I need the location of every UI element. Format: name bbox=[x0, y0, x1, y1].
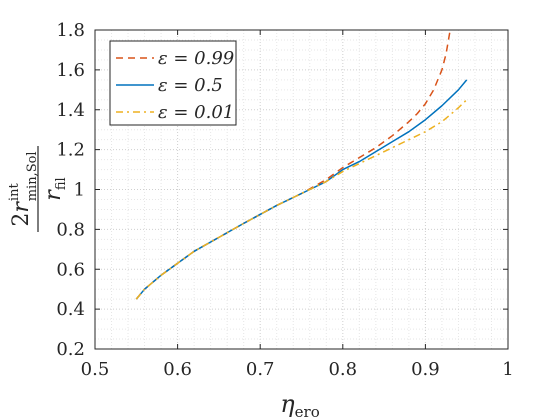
legend-box bbox=[109, 40, 237, 126]
legend-label-1: ε = 0.5 bbox=[158, 75, 223, 96]
x-tick-label: 0.9 bbox=[411, 359, 440, 380]
y-axis-title: 2rint min,Sol rfil bbox=[7, 146, 69, 232]
y-tick-label: 1.6 bbox=[56, 60, 85, 81]
x-axis-title-base: η bbox=[280, 390, 295, 418]
y-axis-title-num-sup: int bbox=[7, 183, 22, 202]
y-axis-title-num-var: r bbox=[9, 201, 34, 213]
y-axis-title-den-sub: fil bbox=[54, 177, 69, 190]
x-tick-label: 0.5 bbox=[81, 359, 110, 380]
x-tick-label: 1 bbox=[502, 359, 513, 380]
series-line-1 bbox=[135, 79, 468, 300]
y-axis-title-numerator: 2rint min,Sol bbox=[7, 151, 40, 226]
x-axis-title-sub: ero bbox=[295, 403, 320, 420]
y-tick-label: 0.6 bbox=[56, 259, 85, 280]
y-tick-label: 0.8 bbox=[56, 219, 85, 240]
x-tick-label: 0.6 bbox=[163, 359, 192, 380]
series-lines bbox=[135, 29, 468, 300]
x-tick-label: 0.8 bbox=[328, 359, 357, 380]
y-tick-label: 1.8 bbox=[56, 20, 85, 41]
legend-label-2: ε = 0.01 bbox=[158, 102, 234, 123]
x-tick-label: 0.7 bbox=[246, 359, 275, 380]
y-axis-title-num-prefix: 2 bbox=[9, 213, 34, 227]
y-tick-label: 0.2 bbox=[56, 339, 85, 360]
y-axis-title-num-sub: min,Sol bbox=[25, 151, 40, 201]
legend: ε = 0.99 ε = 0.5 ε = 0.01 bbox=[109, 40, 237, 126]
y-axis-title-denominator: rfil bbox=[41, 177, 69, 200]
y-tick-label: 1.2 bbox=[56, 140, 85, 161]
legend-label-0: ε = 0.99 bbox=[158, 48, 234, 69]
y-axis-title-den-var: r bbox=[41, 189, 66, 201]
x-axis-title: ηero bbox=[280, 390, 319, 420]
y-tick-label: 1 bbox=[74, 180, 85, 201]
y-tick-label: 0.4 bbox=[56, 299, 85, 320]
axis-ticks: 0.5 0.6 0.7 0.8 0.9 1 0.2 0.4 0.6 0.8 1 1.2 1.4 1.6 1.… bbox=[56, 20, 513, 380]
y-tick-label: 1.4 bbox=[56, 100, 85, 121]
